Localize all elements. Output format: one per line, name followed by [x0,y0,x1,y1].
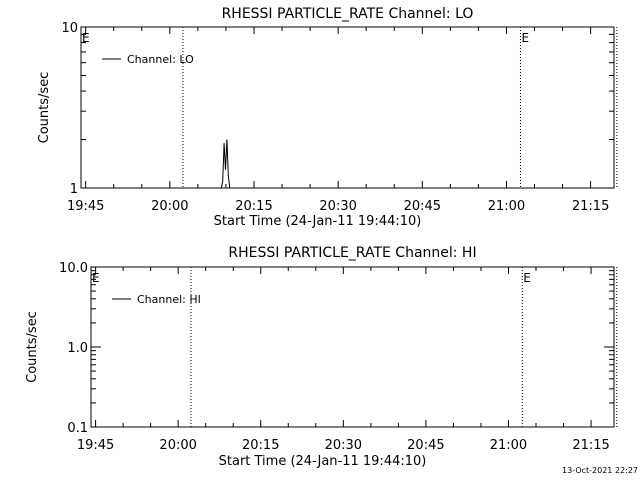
x-tick-label: 21:00 [490,438,527,453]
x-tick-label: 20:30 [319,199,356,214]
x-axis-label: Start Time (24-Jan-11 19:44:10) [219,454,427,469]
y-tick-label: 1.0 [67,341,88,356]
corner-label: E [82,31,90,45]
x-tick-label: 19:45 [77,438,114,453]
y-tick-label: 0.1 [67,421,88,436]
y-tick-label: 10 [61,21,78,36]
x-tick-label: 19:45 [67,199,104,214]
x-tick-label: 20:30 [325,438,362,453]
y-tick-label: 1 [70,182,78,197]
footer-timestamp: 13-Oct-2021 22:27 [562,466,638,475]
x-axis-label: Start Time (24-Jan-11 19:44:10) [214,214,422,229]
y-axis-label: Counts/sec [37,72,52,144]
x-tick-label: 20:00 [159,438,196,453]
corner-label: E [92,271,100,285]
x-tick-label: 20:15 [242,438,279,453]
x-tick-label: 21:15 [572,438,609,453]
series-line [220,139,231,189]
x-tick-label: 21:00 [488,199,525,214]
chart-title: RHESSI PARTICLE_RATE Channel: LO [222,6,474,22]
chart-title: RHESSI PARTICLE_RATE Channel: HI [228,245,476,261]
x-tick-label: 20:45 [407,438,444,453]
legend-label: Channel: HI [137,293,201,306]
x-tick-label: 20:15 [235,199,272,214]
x-tick-label: 20:45 [404,199,441,214]
y-axis-label: Counts/sec [25,311,40,383]
x-tick-label: 21:15 [572,199,609,214]
y-tick-label: 10.0 [59,261,88,276]
legend-label: Channel: LO [127,53,194,66]
event-marker-label: E [523,271,531,285]
plot-frame [90,266,615,428]
event-marker-label: E [521,31,529,45]
plot-frame [80,26,615,189]
x-tick-label: 20:00 [151,199,188,214]
